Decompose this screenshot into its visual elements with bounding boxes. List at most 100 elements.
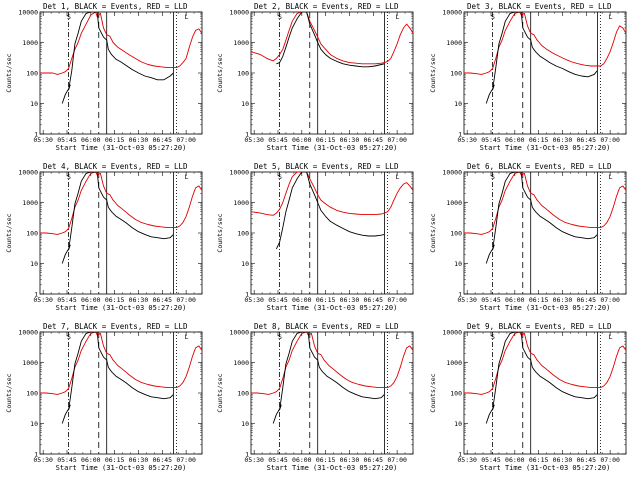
- y-tick-label: 1000: [233, 199, 249, 207]
- detector-panel-8: Det 8, BLACK = Events, RED = LLD 1 10 100 10…: [216, 322, 414, 472]
- marker-label: S: [278, 333, 282, 341]
- y-axis-label: Counts/sec: [429, 213, 437, 252]
- marker-label: L: [609, 13, 613, 21]
- x-tick-label: 05:30: [244, 296, 264, 304]
- y-tick-label: 10: [454, 420, 462, 428]
- x-tick-label: 07:00: [387, 296, 407, 304]
- x-tick-label: 07:00: [600, 296, 620, 304]
- detector-panel-9: Det 9, BLACK = Events, RED = LLD 1 10 100 10…: [429, 322, 627, 472]
- x-tick-label: 07:00: [387, 456, 407, 464]
- x-axis-label: Start Time (31-Oct-03 05:27:20): [267, 144, 398, 152]
- y-tick-label: 10000: [18, 328, 38, 336]
- events-series-line: [61, 172, 174, 264]
- marker-label: L: [396, 333, 400, 341]
- x-tick-label: 05:45: [481, 456, 501, 464]
- x-axis-label: Start Time (31-Oct-03 05:27:20): [480, 304, 611, 312]
- series-group: [251, 172, 413, 250]
- x-tick-label: 06:15: [105, 296, 125, 304]
- x-tick-label: 06:30: [129, 136, 149, 144]
- panel-title: Det 2, BLACK = Events, RED = LLD: [254, 2, 399, 11]
- y-tick-label: 1000: [446, 39, 462, 47]
- x-tick-label: 06:15: [105, 136, 125, 144]
- marker-label: S: [278, 13, 282, 21]
- lld-series-line: [251, 332, 413, 395]
- series-group: [251, 332, 413, 424]
- panel-title: Det 3, BLACK = Events, RED = LLD: [467, 2, 612, 11]
- y-tick-label: 1000: [233, 39, 249, 47]
- x-tick-label: 06:00: [292, 136, 312, 144]
- x-axis-label: Start Time (31-Oct-03 05:27:20): [267, 464, 398, 472]
- plot-frame: [463, 11, 627, 135]
- x-tick-label: 05:30: [33, 136, 53, 144]
- marker-label: L: [185, 333, 189, 341]
- plot-frame: [250, 11, 414, 135]
- y-tick-label: 10000: [229, 8, 249, 16]
- detector-panel-7: Det 7, BLACK = Events, RED = LLD 1 10 100 10…: [5, 322, 203, 472]
- marker-label: S: [67, 173, 71, 181]
- x-tick-label: 06:30: [129, 296, 149, 304]
- y-tick-label: 100: [26, 69, 38, 77]
- y-axis-label: Counts/sec: [429, 373, 437, 412]
- x-tick-label: 05:45: [481, 136, 501, 144]
- x-tick-label: 06:30: [340, 136, 360, 144]
- x-tick-label: 05:30: [244, 136, 264, 144]
- x-tick-label: 05:30: [457, 456, 477, 464]
- events-series-line: [275, 172, 385, 250]
- x-axis-label: Start Time (31-Oct-03 05:27:20): [56, 464, 187, 472]
- panel-title: Det 1, BLACK = Events, RED = LLD: [43, 2, 188, 11]
- x-axis-label: Start Time (31-Oct-03 05:27:20): [56, 144, 187, 152]
- x-tick-label: 06:30: [129, 456, 149, 464]
- plot-frame: [250, 171, 414, 295]
- y-tick-label: 10: [454, 100, 462, 108]
- y-tick-label: 100: [26, 389, 38, 397]
- panel-title: Det 4, BLACK = Events, RED = LLD: [43, 162, 188, 171]
- series-group: [40, 12, 202, 104]
- x-axis-label: Start Time (31-Oct-03 05:27:20): [480, 464, 611, 472]
- x-tick-label: 06:30: [340, 456, 360, 464]
- lld-series-line: [464, 332, 626, 395]
- x-tick-label: 06:15: [529, 296, 549, 304]
- y-tick-label: 10000: [442, 328, 462, 336]
- x-tick-label: 05:30: [244, 456, 264, 464]
- lld-series-line: [251, 12, 413, 65]
- y-tick-label: 10000: [229, 168, 249, 176]
- panel-title: Det 5, BLACK = Events, RED = LLD: [254, 162, 399, 171]
- x-tick-label: 06:00: [292, 296, 312, 304]
- detector-panel-6: Det 6, BLACK = Events, RED = LLD 1 10 100 10…: [429, 162, 627, 312]
- x-tick-label: 06:00: [505, 456, 525, 464]
- y-tick-label: 10: [241, 100, 249, 108]
- events-series-line: [272, 332, 385, 424]
- plot-frame: [463, 331, 627, 455]
- y-tick-label: 100: [237, 389, 249, 397]
- y-tick-label: 10000: [442, 168, 462, 176]
- marker-label: L: [185, 173, 189, 181]
- y-tick-label: 10000: [18, 8, 38, 16]
- x-tick-label: 06:00: [81, 456, 101, 464]
- x-tick-label: 05:45: [57, 456, 77, 464]
- x-tick-label: 06:15: [105, 456, 125, 464]
- plot-frame: [463, 171, 627, 295]
- x-tick-label: 06:45: [364, 136, 384, 144]
- x-tick-label: 06:00: [292, 456, 312, 464]
- y-axis-label: Counts/sec: [5, 373, 13, 412]
- x-tick-label: 06:45: [577, 136, 597, 144]
- y-axis-label: Counts/sec: [216, 53, 224, 92]
- x-tick-label: 05:45: [268, 456, 288, 464]
- y-tick-label: 10000: [229, 328, 249, 336]
- y-axis-label: Counts/sec: [5, 213, 13, 252]
- series-group: [464, 12, 626, 104]
- x-tick-label: 06:15: [316, 456, 336, 464]
- y-tick-label: 100: [237, 69, 249, 77]
- x-tick-label: 07:00: [600, 456, 620, 464]
- x-tick-label: 06:15: [316, 296, 336, 304]
- lld-series-line: [251, 172, 413, 216]
- x-tick-label: 05:30: [33, 296, 53, 304]
- x-tick-label: 07:00: [600, 136, 620, 144]
- x-tick-label: 05:45: [268, 296, 288, 304]
- x-tick-label: 06:30: [553, 456, 573, 464]
- marker-label: S: [491, 173, 495, 181]
- detector-panel-5: Det 5, BLACK = Events, RED = LLD 1 10 100 10…: [216, 162, 414, 312]
- plot-frame: [39, 11, 203, 135]
- x-tick-label: 06:45: [153, 136, 173, 144]
- plot-frame: [39, 331, 203, 455]
